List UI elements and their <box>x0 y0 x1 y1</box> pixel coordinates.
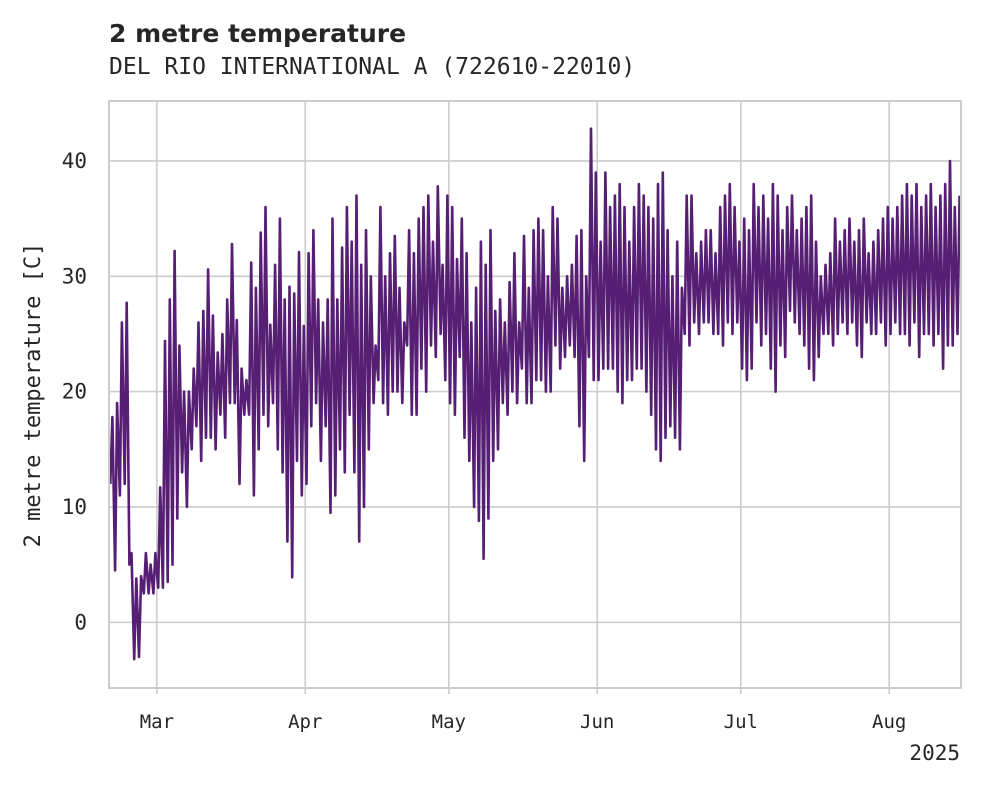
y-tick-label: 40 <box>62 149 87 173</box>
x-tick-label: Jul <box>724 711 758 733</box>
ticks: 0 10 20 30 40 Mar Apr May Jun Jul Aug <box>62 149 907 733</box>
y-tick-label: 0 <box>74 610 87 634</box>
y-axis-label: 2 metre temperature [C] <box>21 243 46 548</box>
plot-frame <box>108 100 962 689</box>
chart-title: 2 metre temperature <box>109 19 406 48</box>
x-tick-label: Jun <box>580 711 614 733</box>
x-tick-label: May <box>432 711 466 733</box>
x-axis-offset-label: 2025 <box>909 741 960 765</box>
x-tick-label: Aug <box>872 711 906 733</box>
y-tick-label: 10 <box>62 495 87 519</box>
y-tick-label: 30 <box>62 264 87 288</box>
series-layer <box>109 127 961 661</box>
y-tick-label: 20 <box>62 380 87 404</box>
chart-subtitle: DEL RIO INTERNATIONAL A (722610-22010) <box>109 54 635 80</box>
x-tick-label: Mar <box>140 711 174 733</box>
temperature-series-line <box>109 127 961 661</box>
x-tick-label: Apr <box>288 711 322 733</box>
